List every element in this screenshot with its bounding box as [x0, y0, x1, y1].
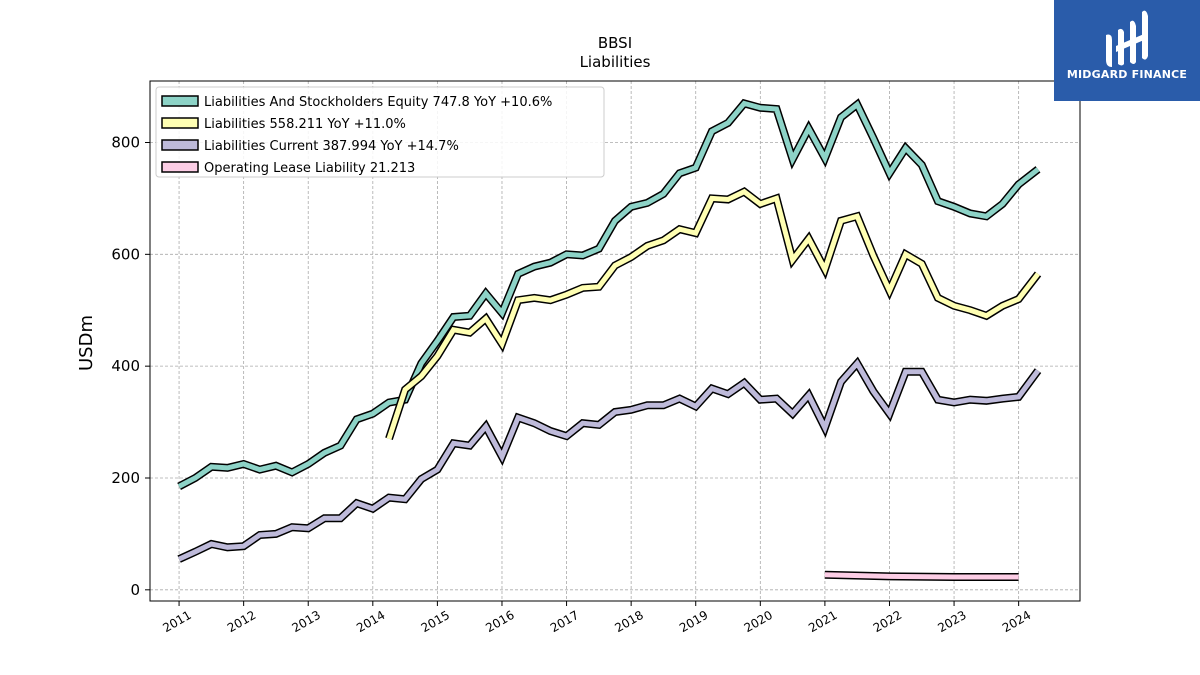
- x-tick-label: 2014: [354, 608, 387, 635]
- plot-frame: [149, 80, 1081, 602]
- x-tick-label: 2017: [548, 608, 581, 635]
- legend-label: Liabilities Current 387.994 YoY +14.7%: [204, 139, 459, 154]
- chart-title: BBSI: [598, 34, 632, 52]
- series-line: [177, 100, 1040, 489]
- x-tick-label: 2016: [483, 608, 516, 635]
- x-tick-label: 2012: [225, 608, 258, 635]
- ticks: 0 200 400 600 800 2011 2012 2013 2014 2015 2016 201…: [111, 134, 1033, 636]
- x-tick-label: 2022: [871, 608, 904, 635]
- legend-swatch: [161, 139, 199, 151]
- y-tick-label: 0: [130, 581, 140, 599]
- series-3: [824, 570, 1019, 581]
- series-0: [177, 98, 1041, 490]
- y-axis-label: USDm: [76, 315, 97, 371]
- midgard-finance-logo: MIDGARD FINANCE: [1054, 0, 1200, 101]
- legend: Liabilities And Stockholders Equity 747.…: [155, 86, 605, 178]
- series-line: [824, 572, 1019, 580]
- x-tick-label: 2021: [806, 608, 839, 635]
- legend-label: Operating Lease Liability 21.213: [204, 161, 415, 176]
- legend-swatch: [161, 161, 199, 173]
- x-tick-label: 2023: [935, 608, 968, 635]
- legend-label: Liabilities And Stockholders Equity 747.…: [204, 95, 552, 110]
- y-tick-label: 200: [111, 469, 140, 487]
- x-tick-label: 2013: [290, 608, 323, 635]
- x-tick-label: 2024: [1000, 608, 1033, 635]
- x-tick-label: 2020: [742, 608, 775, 635]
- x-tick-label: 2019: [677, 608, 710, 635]
- x-tick-label: 2011: [160, 608, 193, 635]
- logo-text: MIDGARD FINANCE: [1066, 68, 1188, 81]
- y-tick-label: 600: [111, 245, 140, 263]
- x-tick-label: 2018: [612, 608, 645, 635]
- legend-label: Liabilities 558.211 YoY +11.0%: [204, 117, 406, 132]
- series-layer: [177, 98, 1042, 581]
- series-line: [178, 359, 1041, 562]
- legend-swatch: [161, 117, 199, 129]
- legend-box: [155, 86, 605, 178]
- chart-subtitle: Liabilities: [580, 53, 651, 71]
- x-tick-label: 2015: [419, 608, 452, 635]
- series-1: [385, 187, 1042, 441]
- y-tick-label: 400: [111, 357, 140, 375]
- legend-swatch: [161, 95, 199, 107]
- series-2: [177, 356, 1042, 563]
- series-line: [386, 188, 1040, 440]
- y-tick-label: 800: [111, 134, 140, 152]
- logo-mark-icon: [1106, 10, 1148, 67]
